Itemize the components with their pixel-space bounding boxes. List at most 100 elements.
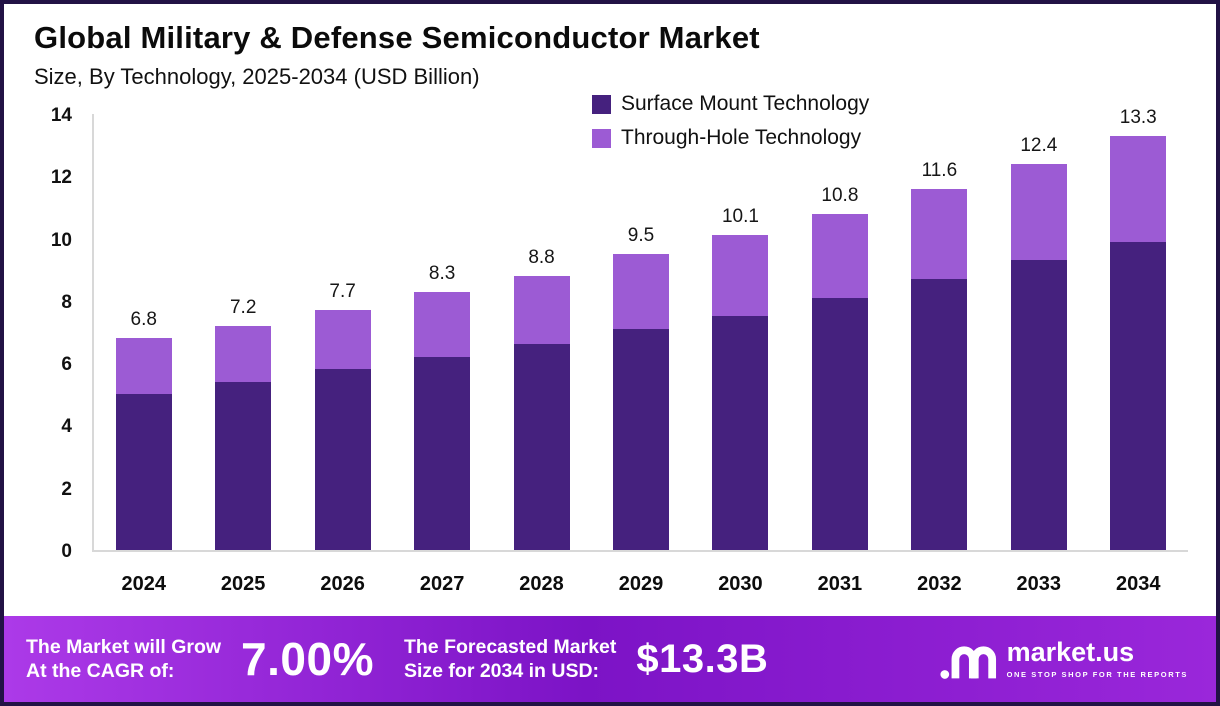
bar-segment-through-hole bbox=[911, 188, 968, 280]
bar-stack bbox=[414, 291, 471, 550]
bar-segment-through-hole bbox=[513, 275, 570, 345]
bar-segment-through-hole bbox=[811, 213, 868, 298]
footer-label-line: The Market will Grow bbox=[26, 635, 222, 658]
bar-segment-through-hole bbox=[115, 338, 172, 395]
y-tick-label: 12 bbox=[50, 167, 72, 189]
forecast-value: $13.3B bbox=[636, 636, 769, 681]
y-tick-label: 6 bbox=[61, 354, 72, 376]
bar-total-label: 7.7 bbox=[329, 281, 356, 303]
bar-group-2027: 8.3 2027 bbox=[396, 114, 489, 595]
x-axis-label: 2026 bbox=[320, 573, 365, 595]
bar-group-2031: 10.8 2031 bbox=[793, 114, 886, 595]
y-tick-label: 14 bbox=[50, 105, 72, 126]
x-axis-label: 2029 bbox=[618, 573, 664, 595]
bar-total-label: 7.2 bbox=[229, 296, 257, 318]
legend-label: Through-Hole Technology bbox=[621, 126, 862, 149]
bar-stack bbox=[314, 310, 371, 550]
bar-segment-through-hole bbox=[612, 254, 669, 329]
y-tick-label: 0 bbox=[61, 541, 72, 562]
bar-segment-surface-mount bbox=[414, 356, 471, 550]
x-axis-label: 2025 bbox=[220, 573, 266, 595]
bar-group-2033: 12.4 2033 bbox=[992, 114, 1085, 595]
x-axis-label: 2031 bbox=[817, 573, 863, 595]
bar-segment-surface-mount bbox=[115, 394, 172, 550]
bar-segment-surface-mount bbox=[1110, 241, 1167, 550]
y-tick-label: 10 bbox=[50, 229, 72, 251]
bar-total-label: 8.8 bbox=[528, 246, 555, 268]
cagr-value: 7.00% bbox=[241, 633, 374, 685]
y-axis: 0 2 4 6 8 10 12 14 bbox=[4, 105, 82, 562]
footer-banner: The Market will Grow At the CAGR of: 7.00… bbox=[4, 616, 1216, 702]
bar-group-2029: 9.5 2029 bbox=[595, 114, 688, 595]
bar-segment-surface-mount bbox=[712, 316, 769, 550]
cagr-label: The Market will Grow At the CAGR of: bbox=[26, 635, 221, 684]
bar-group-2025: 7.2 2025 bbox=[197, 114, 290, 595]
legend-label: Surface Mount Technology bbox=[621, 92, 870, 115]
bar-segment-through-hole bbox=[712, 235, 769, 317]
x-axis-label: 2034 bbox=[1116, 573, 1161, 595]
brand-logo: market.us ONE STOP SHOP FOR THE REPORTS bbox=[939, 637, 1194, 681]
bar-total-label: 10.8 bbox=[821, 184, 859, 206]
brand-text: market.us ONE STOP SHOP FOR THE REPORTS bbox=[1006, 637, 1188, 680]
bar-segment-surface-mount bbox=[314, 369, 371, 550]
bar-segment-through-hole bbox=[1110, 135, 1167, 242]
bar-group-2028: 8.8 2028 bbox=[495, 114, 588, 595]
footer-label-line: The Forecasted Market bbox=[403, 635, 617, 658]
x-axis-label: 2027 bbox=[419, 573, 465, 595]
brand-name: market.us bbox=[1006, 637, 1135, 667]
chart-header: Global Military & Defense Semiconductor … bbox=[4, 4, 1216, 90]
bar-segment-surface-mount bbox=[811, 297, 868, 550]
bar-total-label: 6.8 bbox=[130, 309, 157, 331]
legend-swatch bbox=[592, 128, 611, 148]
market-us-logo-icon bbox=[940, 646, 996, 679]
legend-swatch bbox=[592, 94, 611, 114]
bar-total-label: 12.4 bbox=[1020, 134, 1058, 156]
bar-total-label: 13.3 bbox=[1119, 106, 1157, 128]
bar-segment-through-hole bbox=[314, 310, 371, 370]
bar-total-label: 10.1 bbox=[721, 206, 759, 228]
bar-stack bbox=[1010, 163, 1067, 550]
bar-total-label: 8.3 bbox=[428, 262, 456, 284]
chart-title: Global Military & Defense Semiconductor … bbox=[34, 20, 760, 55]
x-axis-label: 2032 bbox=[917, 573, 962, 595]
x-axis-label: 2030 bbox=[718, 573, 763, 595]
bar-segment-surface-mount bbox=[1010, 260, 1067, 550]
y-tick-label: 4 bbox=[61, 416, 72, 438]
x-axis-label: 2028 bbox=[519, 573, 564, 595]
bar-segment-through-hole bbox=[1010, 163, 1067, 261]
bar-group-2034: 13.3 2034 bbox=[1092, 107, 1185, 595]
brand-tagline: ONE STOP SHOP FOR THE REPORTS bbox=[1006, 670, 1188, 679]
stacked-bar-chart: 0 2 4 6 8 10 12 14 6.8 2024 7.2 2025 7.7 2026 8.3 2027… bbox=[4, 90, 1216, 616]
forecast-label: The Forecasted Market Size for 2034 in US… bbox=[404, 635, 616, 684]
bar-group-2032: 11.6 2032 bbox=[893, 114, 986, 595]
bar-stack bbox=[1110, 135, 1167, 550]
bar-segment-surface-mount bbox=[612, 328, 669, 550]
bar-segment-surface-mount bbox=[513, 344, 570, 550]
bar-stack bbox=[115, 338, 172, 550]
legend-item-1: Through-Hole Technology bbox=[592, 126, 869, 150]
y-tick-label: 2 bbox=[61, 478, 72, 500]
bar-stack bbox=[811, 213, 868, 550]
chart-legend: Surface Mount Technology Through-Hole Tec… bbox=[592, 92, 869, 150]
x-axis-label: 2033 bbox=[1016, 573, 1062, 595]
chart-subtitle: Size, By Technology, 2025-2034 (USD Bill… bbox=[34, 64, 480, 89]
y-tick-label: 8 bbox=[61, 291, 72, 313]
bar-stack bbox=[712, 235, 769, 550]
bar-group-2026: 7.7 2026 bbox=[296, 114, 389, 595]
bar-stack bbox=[215, 325, 272, 550]
bar-total-label: 11.6 bbox=[921, 159, 958, 181]
x-axis-label: 2024 bbox=[121, 573, 166, 595]
footer-label-line: Size for 2034 in USD: bbox=[403, 660, 600, 682]
plot-area: 6.8 2024 7.2 2025 7.7 2026 8.3 2027 8.8 2028 9.5 20… bbox=[92, 107, 1188, 595]
bar-stack bbox=[513, 275, 570, 550]
bar-group-2024: 6.8 2024 bbox=[97, 114, 190, 595]
footer-label-line: At the CAGR of: bbox=[26, 660, 175, 682]
bar-stack bbox=[612, 254, 669, 550]
bar-segment-surface-mount bbox=[911, 279, 968, 550]
bar-segment-through-hole bbox=[215, 325, 272, 382]
bar-group-2030: 10.1 2030 bbox=[694, 114, 787, 595]
bar-segment-surface-mount bbox=[215, 381, 272, 550]
bar-total-label: 9.5 bbox=[627, 225, 655, 247]
bar-segment-through-hole bbox=[414, 291, 471, 357]
